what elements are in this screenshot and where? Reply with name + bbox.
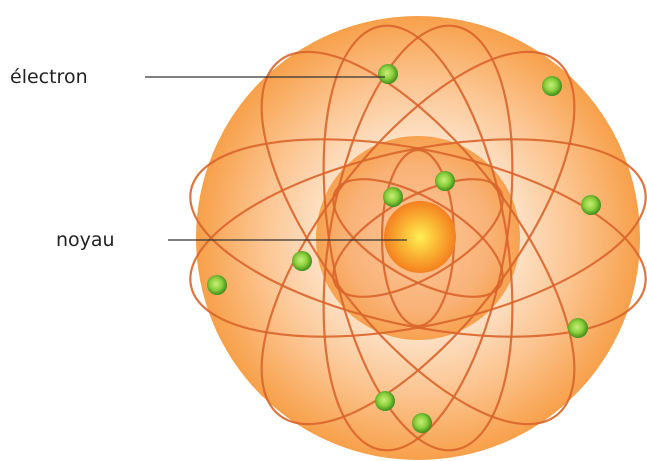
electron-dot	[412, 413, 432, 433]
inner-orbit-1	[332, 178, 504, 298]
orbit-6	[322, 24, 514, 452]
electrons	[207, 64, 601, 433]
electron-dot	[375, 391, 395, 411]
electron-dot	[581, 195, 601, 215]
nucleus-label: noyau	[56, 229, 115, 251]
electron-dot	[383, 187, 403, 207]
electron-dot	[542, 76, 562, 96]
electron-dot	[207, 275, 227, 295]
orbit-2	[189, 138, 647, 338]
orbit-1	[189, 138, 647, 338]
electron-dot	[378, 64, 398, 84]
electron-dot	[292, 251, 312, 271]
electron-label: électron	[10, 66, 88, 88]
electron-dot	[568, 318, 588, 338]
nucleus-core	[384, 201, 456, 273]
electron-dot	[435, 171, 455, 191]
orbit-5	[322, 24, 514, 452]
